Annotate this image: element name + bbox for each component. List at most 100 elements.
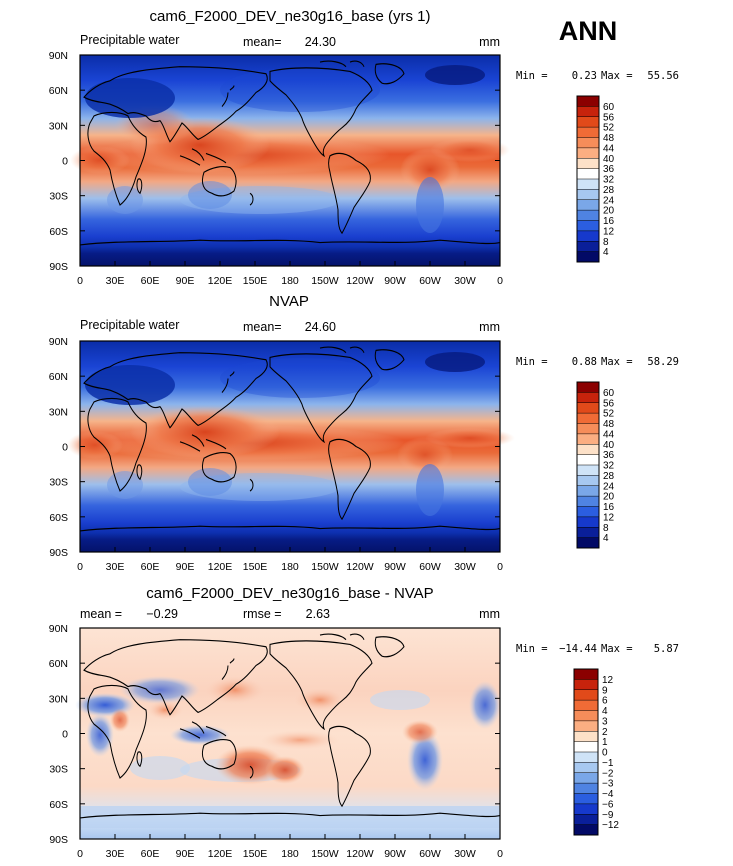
y-tick-label: 30N [49,120,68,132]
panel-model: cam6_F2000_DEV_ne30g16_base (yrs 1) Prec… [49,8,679,287]
colorbar-label: 60 [603,102,615,113]
x-tick-label: 60E [141,848,160,860]
colorbar-label: 16 [603,502,615,513]
colorbar-swatch [574,679,598,691]
colorbar-swatch [577,537,599,549]
x-tick-label: 60W [419,848,441,860]
colorbar-swatch [577,241,599,252]
x-tick-label: 60W [419,275,441,287]
max-value: 55.56 [647,70,679,82]
colorbar-label: 60 [603,388,615,399]
colorbar-swatch [574,689,598,701]
colorbar-swatch [577,179,599,190]
colorbar-label: 4 [603,247,609,258]
colorbar-swatch [577,402,599,414]
x-tick-label: 30E [106,275,125,287]
y-tick-label: 30S [49,764,68,776]
x-tick-label: 90E [176,848,195,860]
y-tick-label: 60N [49,371,68,383]
x-tick-label: 180 [281,848,299,860]
colorbar-frame [573,668,599,836]
colorbar-label: 36 [603,164,615,175]
x-tick-label: 0 [77,275,83,287]
colorbar-label: 48 [603,133,615,144]
y-tick-label: 90S [49,261,68,273]
x-tick-label: 120W [346,848,374,860]
y-tick-label: 90N [49,50,68,62]
colorbar-swatch [574,752,598,763]
max-value: 5.87 [654,643,679,655]
y-tick-label: 30S [49,477,68,489]
colorbar-frame [576,381,600,549]
colorbar-swatch [577,413,599,424]
x-tick-label: 150W [311,848,339,860]
colorbar-label: 4 [603,533,609,544]
variable-label: Precipitable water [80,318,179,332]
units-label: mm [479,35,500,49]
max-label: Max = [601,70,633,82]
colorbar-swatch [577,137,599,149]
max-label: Max = [601,643,633,655]
x-tick-label: 0 [497,561,503,573]
panel-title: cam6_F2000_DEV_ne30g16_base (yrs 1) [149,8,430,25]
colorbar-label: 1 [602,737,608,748]
x-tick-label: 60E [141,275,160,287]
x-tick-label: 120W [346,275,374,287]
colorbar-swatch [577,516,599,528]
colorbar-swatch [577,433,599,445]
colorbar-swatch [574,803,598,815]
colorbar-swatch [574,772,598,784]
x-tick-label: 60W [419,561,441,573]
colorbar-label: 52 [603,409,615,420]
x-tick-label: 120W [346,561,374,573]
colorbar-label: 24 [603,481,615,492]
colorbar-label: 44 [603,143,615,154]
y-tick-label: 0 [62,156,68,168]
colorbar-label: 44 [603,429,615,440]
y-tick-label: 90S [49,547,68,559]
colorbar-swatch [574,783,598,794]
x-tick-label: 150W [311,275,339,287]
mean-value: −0.29 [146,607,178,621]
x-tick-label: 120E [208,848,233,860]
colorbar-label: 0 [602,748,608,759]
x-tick-label: 0 [497,275,503,287]
colorbar-swatch [577,444,599,455]
x-tick-label: 0 [77,848,83,860]
mean-label: mean= [243,320,282,334]
map [75,627,501,840]
colorbar-swatch [577,116,599,128]
colorbar-swatch [577,230,599,242]
colorbar-label: −12 [602,820,619,831]
colorbar-swatch [577,423,599,435]
panel-title: NVAP [269,293,309,310]
colorbar-label: 4 [602,706,608,717]
max-label: Max = [601,356,633,368]
colorbar-swatch [577,485,599,497]
colorbar-label: 12 [603,512,615,523]
x-tick-label: 90E [176,561,195,573]
units-label: mm [479,607,500,621]
colorbar-label: 32 [603,461,615,472]
y-tick-label: 60N [49,85,68,97]
colorbar-label: 28 [603,471,615,482]
colorbar-label: 20 [603,206,615,217]
colorbar-frame [576,95,600,263]
y-tick-label: 0 [62,442,68,454]
colorbar-label: 40 [603,440,615,451]
y-tick-label: 90N [49,623,68,635]
colorbar-label: 56 [603,398,615,409]
colorbar-swatch [577,106,599,118]
colorbar-swatch [577,454,599,466]
colorbar-label: 24 [603,195,615,206]
rmse-value: 2.63 [306,607,330,621]
colorbar-swatch [574,741,598,753]
colorbar-swatch [577,506,599,518]
variable-label: Precipitable water [80,33,179,47]
colorbar-swatch [574,762,598,774]
y-tick-label: 90S [49,834,68,846]
colorbar-label: 28 [603,185,615,196]
colorbar-swatch [574,814,598,825]
y-tick-label: 60N [49,658,68,670]
colorbar-label: −6 [602,799,614,810]
